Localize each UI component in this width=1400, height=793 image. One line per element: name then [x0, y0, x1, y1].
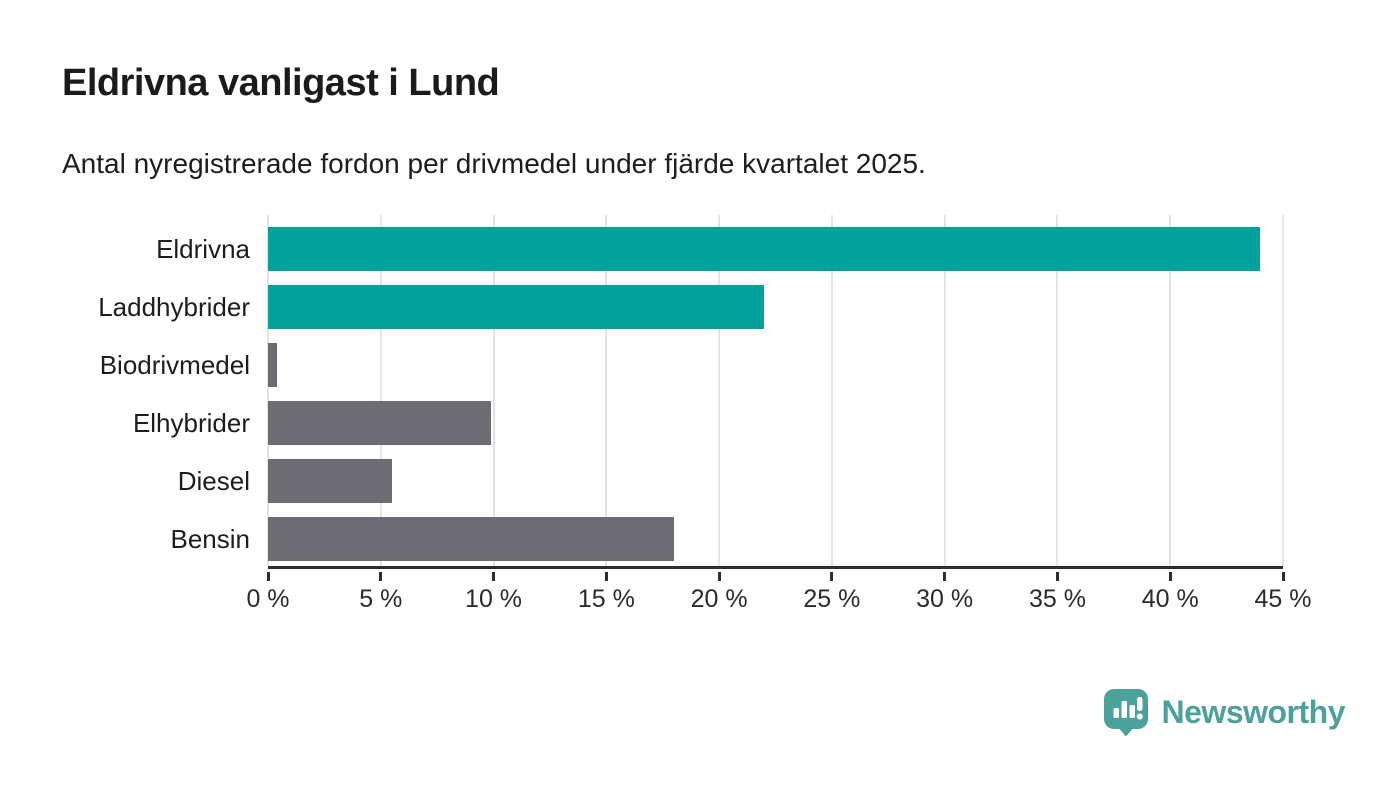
gridline-20: [718, 215, 721, 566]
y-label-laddhybrider: Laddhybrider: [98, 292, 250, 322]
chart-subtitle: Antal nyregistrerade fordon per drivmede…: [62, 148, 926, 179]
gridline-40: [1169, 215, 1172, 566]
gridline-30: [943, 215, 946, 566]
y-label-biodrivmedel: Biodrivmedel: [99, 350, 250, 380]
bar-bensin: [268, 517, 674, 561]
x-tick-label-35: 35 %: [1028, 585, 1086, 613]
bar-laddhybrider: [268, 285, 765, 329]
gridline-10: [492, 215, 495, 566]
gridline-15: [605, 215, 608, 566]
y-label-elhybrider: Elhybrider: [132, 408, 250, 438]
x-tick-label-15: 15 %: [577, 585, 635, 613]
x-tick-40: [1168, 572, 1172, 581]
y-label-diesel: Diesel: [177, 466, 250, 496]
x-tick-label-5: 5 %: [359, 585, 403, 613]
gridline-25: [830, 215, 833, 566]
x-tick-30: [943, 572, 947, 581]
x-tick-20: [717, 572, 721, 581]
x-tick-label-10: 10 %: [465, 585, 523, 613]
x-tick-15: [604, 572, 608, 581]
x-tick-45: [1281, 572, 1285, 581]
x-tick-35: [1055, 572, 1059, 581]
gridline-35: [1056, 215, 1059, 566]
x-tick-label-45: 45 %: [1254, 585, 1312, 613]
x-tick-5: [379, 572, 383, 581]
bar-elhybrider: [268, 401, 492, 445]
gridline-45: [1282, 215, 1284, 566]
branding: Newsworthy: [1103, 688, 1346, 737]
x-tick-10: [492, 572, 496, 581]
x-tick-label-40: 40 %: [1141, 585, 1199, 613]
logo-text: Newsworthy: [1161, 694, 1346, 730]
bar-eldrivna: [268, 227, 1261, 271]
bar-diesel: [268, 459, 393, 503]
newsworthy-chart-bubble-icon: [1103, 689, 1148, 737]
bar-biodrivmedel: [268, 343, 278, 387]
gridline-0: [267, 215, 269, 566]
x-tick-label-20: 20 %: [690, 585, 748, 613]
x-tick-label-30: 30 %: [916, 585, 974, 613]
gridline-5: [379, 215, 382, 566]
x-tick-label-25: 25 %: [803, 585, 861, 613]
y-label-bensin: Bensin: [170, 524, 251, 554]
x-tick-0: [266, 572, 270, 581]
chart-title: Eldrivna vanligast i Lund: [62, 62, 500, 104]
y-label-eldrivna: Eldrivna: [156, 234, 250, 264]
x-tick-label-0: 0 %: [246, 585, 290, 613]
plot-area: [267, 215, 1284, 569]
x-tick-25: [830, 572, 834, 581]
